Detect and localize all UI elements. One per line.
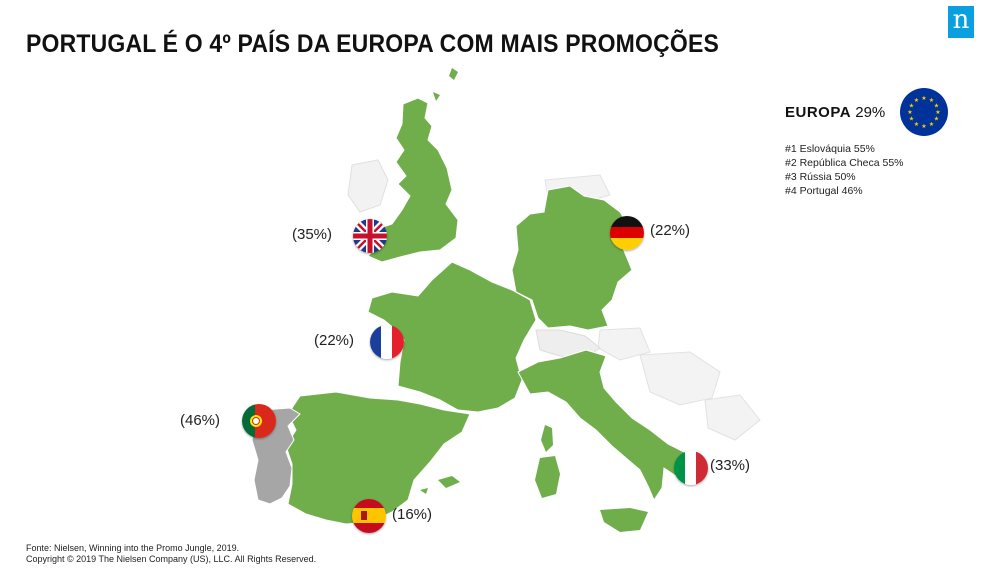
- svg-text:★: ★: [921, 95, 926, 102]
- balearic-shape: [420, 476, 460, 494]
- svg-text:★: ★: [921, 123, 926, 130]
- france-shape: [367, 261, 537, 413]
- germany-flag-icon: [610, 216, 644, 250]
- svg-text:★: ★: [914, 121, 919, 128]
- ireland-shape: [347, 159, 389, 213]
- svg-text:★: ★: [929, 121, 934, 128]
- sicily-shape: [600, 508, 648, 532]
- sardinia-shape: [535, 456, 560, 498]
- ranking-item: #3 Rússia 50%: [785, 171, 856, 183]
- copyright-line: Copyright © 2019 The Nielsen Company (US…: [26, 554, 317, 564]
- europa-value: 29%: [855, 104, 886, 121]
- corsica-shape: [541, 425, 553, 452]
- uk-percent: (35%): [292, 226, 333, 243]
- source-note: Fonte: Nielsen, Winning into the Promo J…: [26, 543, 316, 565]
- italy-flag-icon: [674, 451, 708, 485]
- germany-shape: [511, 185, 633, 331]
- svg-text:★: ★: [934, 116, 939, 123]
- svg-text:★: ★: [909, 103, 914, 110]
- svg-text:★: ★: [914, 97, 919, 104]
- germany-percent: (22%): [650, 222, 691, 239]
- portugal-flag-icon: [242, 404, 276, 438]
- france-percent: (22%): [314, 332, 355, 349]
- eu-flag-icon: ★ ★ ★ ★ ★ ★ ★ ★ ★ ★ ★ ★: [900, 88, 948, 136]
- portugal-percent: (46%): [180, 412, 221, 429]
- uk-flag-icon: [353, 219, 387, 253]
- europa-average: EUROPA 29%: [785, 104, 885, 121]
- spain-shape: [285, 391, 471, 525]
- background-countries: [544, 174, 761, 441]
- ranking-item: #4 Portugal 46%: [785, 185, 863, 197]
- spain-percent: (16%): [392, 506, 433, 523]
- svg-text:★: ★: [929, 97, 934, 104]
- ranking-item: #1 Eslováquia 55%: [785, 143, 875, 155]
- europa-label: EUROPA: [785, 104, 852, 121]
- svg-text:★: ★: [934, 103, 939, 110]
- france-flag-icon: [370, 325, 404, 359]
- ranking-item: #2 República Checa 55%: [785, 157, 904, 169]
- italy-percent: (33%): [710, 457, 751, 474]
- svg-text:★: ★: [907, 109, 912, 116]
- page-title: PORTUGAL É O 4º PAÍS DA EUROPA COM MAIS …: [26, 30, 720, 58]
- svg-text:★: ★: [935, 109, 940, 116]
- spain-flag-icon: [352, 499, 386, 533]
- svg-text:★: ★: [909, 116, 914, 123]
- uk-islands-shape: [433, 68, 458, 101]
- nielsen-logo-icon: n: [948, 6, 974, 38]
- uk-shape: [365, 97, 459, 263]
- source-line: Fonte: Nielsen, Winning into the Promo J…: [26, 543, 240, 553]
- europa-ranking-list: #1 Eslováquia 55% #2 República Checa 55%…: [785, 142, 904, 198]
